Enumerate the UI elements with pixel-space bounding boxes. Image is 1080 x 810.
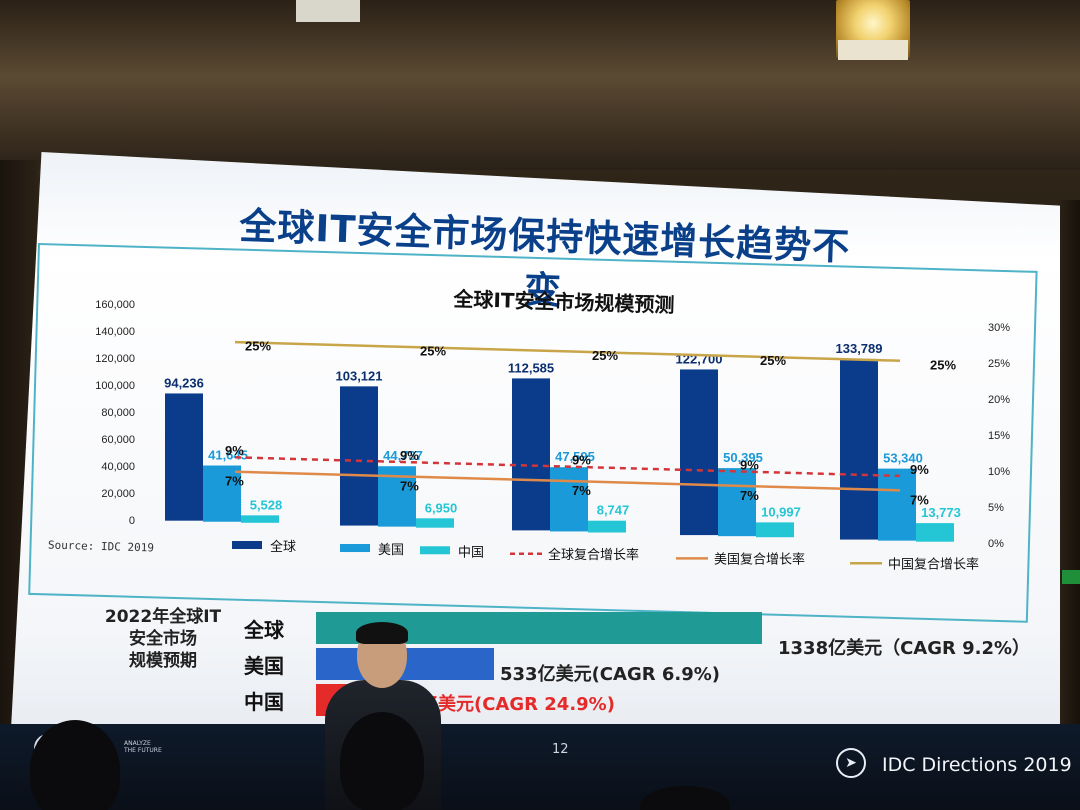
- bar-0-4: [840, 358, 878, 540]
- summary-value-china: 亿美元(CAGR 24.9%): [420, 694, 615, 715]
- y-left-tick-label: 40,000: [101, 461, 135, 473]
- bar-label-0-1: 103,121: [336, 368, 383, 383]
- summary-label-global: 全球: [244, 618, 284, 642]
- bar-label-2-0: 5,528: [250, 497, 283, 512]
- bar-label-0-0: 94,236: [164, 375, 204, 390]
- y-right-tick-label: 10%: [988, 466, 1010, 478]
- bar-label-1-2: 47,595: [555, 449, 595, 464]
- bar-label-2-1: 6,950: [425, 500, 458, 515]
- summary-label-china: 中国: [244, 690, 284, 714]
- summary-value-global: 1338亿美元（CAGR 9.2%）: [778, 638, 1031, 659]
- legend-swatch-2: [420, 546, 450, 555]
- bar-label-0-4: 133,789: [836, 341, 883, 356]
- legend-label-1: 美国: [378, 542, 404, 557]
- line-label-1-1: 7%: [400, 478, 419, 493]
- bar-label-2-2: 8,747: [597, 503, 630, 518]
- page-number: 12: [552, 742, 569, 757]
- line-1: [234, 470, 901, 492]
- audience-head: [30, 720, 120, 810]
- bar-0-0: [165, 393, 203, 521]
- bar-label-2-4: 13,773: [921, 505, 961, 520]
- y-left-tick-label: 160,000: [95, 299, 135, 311]
- ceiling-light-base: [838, 40, 908, 60]
- footer-brand: IDC Directions 2019: [882, 754, 1072, 776]
- summary-title-line: 安全市场: [129, 629, 197, 649]
- y-left-tick-label: 20,000: [101, 488, 135, 500]
- footer-tagline: ANALYZE THE FUTURE: [124, 740, 162, 754]
- summary-title: 2022年全球IT 安全市场 规模预期: [78, 606, 248, 672]
- legend-label-5: 中国复合增长率: [888, 556, 979, 571]
- y-left-tick-label: 60,000: [101, 434, 135, 446]
- summary-title-line: 2022年全球IT: [104, 607, 222, 627]
- line-label-0-4: 9%: [910, 462, 929, 477]
- y-left-tick-label: 140,000: [95, 326, 135, 338]
- bar-1-0: [203, 465, 241, 522]
- summary-title-line: 规模预期: [129, 651, 197, 671]
- bar-label-1-3: 50,395: [723, 450, 763, 465]
- legend-label-3: 全球复合增长率: [548, 547, 639, 562]
- bar-2-4: [916, 523, 954, 542]
- y-left-tick-label: 80,000: [101, 407, 135, 419]
- bar-0-3: [680, 369, 718, 536]
- bar-label-1-4: 53,340: [883, 451, 923, 466]
- ceiling-sign: [296, 0, 360, 22]
- bar-2-0: [241, 515, 279, 523]
- line-label-0-3: 9%: [740, 457, 759, 472]
- line-label-2-0: 25%: [245, 338, 271, 353]
- line-label-0-1: 9%: [400, 448, 419, 463]
- bar-0-2: [512, 378, 550, 531]
- bar-label-1-1: 44,737: [383, 448, 423, 463]
- legend-label-2: 中国: [458, 544, 484, 559]
- bar-1-3: [718, 468, 756, 537]
- bar-2-3: [756, 522, 794, 538]
- legend-label-4: 美国复合增长率: [714, 551, 805, 566]
- bar-label-0-2: 112,585: [508, 360, 554, 375]
- y-left-tick-label: 120,000: [95, 353, 135, 365]
- line-label-0-2: 9%: [572, 453, 591, 468]
- y-left-tick-label: 0: [129, 515, 135, 527]
- y-right-tick-label: 20%: [988, 394, 1010, 406]
- bar-2-2: [588, 520, 626, 533]
- audience-head: [340, 712, 424, 810]
- bar-1-2: [550, 467, 588, 532]
- exit-sign: [1062, 570, 1080, 584]
- legend-label-0: 全球: [270, 539, 296, 554]
- y-right-tick-label: 5%: [988, 502, 1004, 514]
- y-right-tick-label: 15%: [988, 430, 1010, 442]
- line-label-1-0: 7%: [225, 473, 244, 488]
- line-label-1-4: 7%: [910, 493, 929, 508]
- line-label-2-1: 25%: [420, 343, 446, 358]
- bar-0-1: [340, 386, 378, 526]
- line-label-2-4: 25%: [930, 358, 956, 373]
- presenter-hair: [356, 622, 408, 644]
- y-left-tick-label: 100,000: [95, 380, 135, 392]
- legend-swatch-1: [340, 544, 370, 553]
- line-label-2-2: 25%: [592, 348, 618, 363]
- legend-swatch-0: [232, 541, 262, 549]
- right-wall: [1058, 200, 1080, 810]
- summary-label-us: 美国: [244, 654, 284, 678]
- line-label-1-3: 7%: [740, 488, 759, 503]
- line-2: [234, 340, 901, 362]
- bar-1-4: [878, 468, 916, 541]
- bar-2-1: [416, 518, 454, 528]
- bar-label-1-0: 41,645: [208, 448, 248, 463]
- bar-label-2-3: 10,997: [761, 504, 801, 519]
- line-label-0-0: 9%: [225, 443, 244, 458]
- y-right-tick-label: 25%: [988, 358, 1010, 370]
- y-right-tick-label: 30%: [988, 322, 1010, 334]
- y-right-tick-label: 0%: [988, 538, 1004, 550]
- line-0: [234, 456, 901, 478]
- idc-logo-icon: ➤: [836, 748, 866, 778]
- summary-value-us: 533亿美元(CAGR 6.9%): [500, 664, 720, 685]
- line-label-1-2: 7%: [572, 483, 591, 498]
- slide-footer: [0, 724, 1080, 810]
- line-label-2-3: 25%: [760, 353, 786, 368]
